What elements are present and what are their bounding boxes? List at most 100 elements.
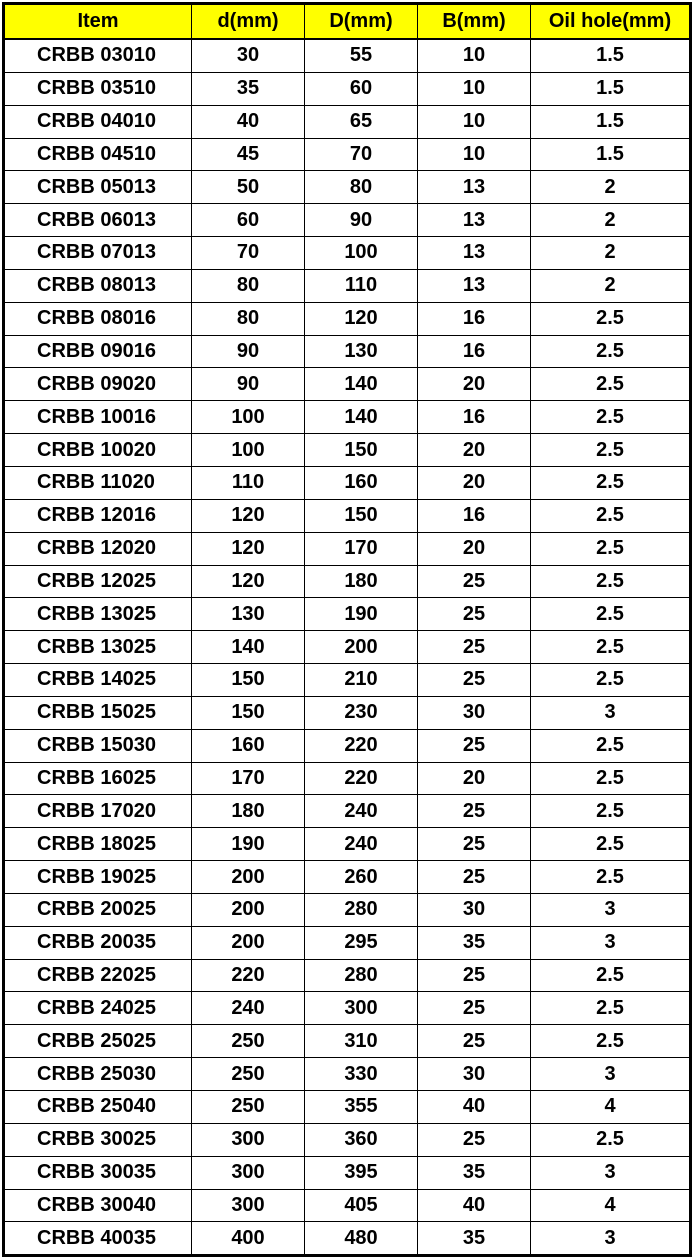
cell-outer-diameter: 230	[304, 695, 418, 730]
cell-inner-diameter: 120	[191, 531, 305, 566]
cell-item: CRBB 13025	[3, 597, 192, 632]
cell-inner-diameter: 40	[191, 104, 305, 139]
cell-item: CRBB 24025	[3, 991, 192, 1026]
cell-oil-hole: 3	[530, 925, 691, 960]
cell-item: CRBB 12025	[3, 564, 192, 599]
cell-outer-diameter: 170	[304, 531, 418, 566]
cell-outer-diameter: 180	[304, 564, 418, 599]
table-row: CRBB 18025 190 240 25 2.5	[3, 827, 691, 862]
cell-inner-diameter: 150	[191, 663, 305, 697]
cell-item: CRBB 07013	[3, 236, 192, 270]
cell-inner-diameter: 160	[191, 728, 305, 763]
cell-outer-diameter: 355	[304, 1090, 418, 1124]
cell-inner-diameter: 300	[191, 1122, 305, 1157]
cell-oil-hole: 3	[530, 1221, 691, 1257]
cell-width: 25	[417, 827, 531, 862]
cell-item: CRBB 12016	[3, 498, 192, 533]
cell-item: CRBB 10020	[3, 433, 192, 467]
cell-item: CRBB 30025	[3, 1122, 192, 1157]
cell-item: CRBB 30040	[3, 1188, 192, 1223]
cell-item: CRBB 25040	[3, 1090, 192, 1124]
header-width: B(mm)	[417, 3, 531, 40]
cell-inner-diameter: 30	[191, 38, 305, 73]
cell-oil-hole: 4	[530, 1090, 691, 1124]
cell-inner-diameter: 300	[191, 1155, 305, 1190]
cell-inner-diameter: 45	[191, 137, 305, 172]
cell-inner-diameter: 35	[191, 71, 305, 106]
cell-item: CRBB 04510	[3, 137, 192, 172]
cell-inner-diameter: 250	[191, 1090, 305, 1124]
cell-width: 20	[417, 465, 531, 500]
table-row: CRBB 24025 240 300 25 2.5	[3, 991, 691, 1026]
cell-item: CRBB 25030	[3, 1057, 192, 1091]
cell-item: CRBB 09016	[3, 334, 192, 369]
cell-outer-diameter: 120	[304, 301, 418, 336]
cell-width: 13	[417, 203, 531, 238]
table-row: CRBB 15030 160 220 25 2.5	[3, 728, 691, 763]
table-row: CRBB 10016 100 140 16 2.5	[3, 400, 691, 435]
cell-inner-diameter: 60	[191, 203, 305, 238]
table-row: CRBB 15025 150 230 30 3	[3, 695, 691, 730]
cell-inner-diameter: 250	[191, 1057, 305, 1091]
table-row: CRBB 05013 50 80 13 2	[3, 170, 691, 205]
table-row: CRBB 04010 40 65 10 1.5	[3, 104, 691, 139]
cell-inner-diameter: 120	[191, 564, 305, 599]
table-row: CRBB 11020 110 160 20 2.5	[3, 465, 691, 500]
cell-oil-hole: 3	[530, 1155, 691, 1190]
cell-item: CRBB 03010	[3, 38, 192, 73]
cell-outer-diameter: 240	[304, 827, 418, 862]
table-row: CRBB 30035 300 395 35 3	[3, 1155, 691, 1190]
cell-width: 40	[417, 1188, 531, 1223]
table-row: CRBB 07013 70 100 13 2	[3, 236, 691, 270]
cell-width: 25	[417, 860, 531, 894]
cell-inner-diameter: 100	[191, 433, 305, 467]
cell-inner-diameter: 50	[191, 170, 305, 205]
cell-item: CRBB 12020	[3, 531, 192, 566]
header-row: Item d(mm) D(mm) B(mm) Oil hole(mm)	[3, 3, 691, 40]
cell-item: CRBB 08013	[3, 268, 192, 303]
cell-width: 25	[417, 958, 531, 993]
table-row: CRBB 04510 45 70 10 1.5	[3, 137, 691, 172]
table-row: CRBB 13025 140 200 25 2.5	[3, 630, 691, 665]
table-row: CRBB 03010 30 55 10 1.5	[3, 38, 691, 73]
cell-item: CRBB 25025	[3, 1024, 192, 1059]
cell-outer-diameter: 395	[304, 1155, 418, 1190]
cell-inner-diameter: 90	[191, 367, 305, 402]
cell-outer-diameter: 190	[304, 597, 418, 632]
cell-oil-hole: 2.5	[530, 728, 691, 763]
cell-outer-diameter: 65	[304, 104, 418, 139]
cell-outer-diameter: 160	[304, 465, 418, 500]
table-row: CRBB 22025 220 280 25 2.5	[3, 958, 691, 993]
cell-outer-diameter: 260	[304, 860, 418, 894]
cell-inner-diameter: 70	[191, 236, 305, 270]
cell-inner-diameter: 180	[191, 794, 305, 829]
cell-width: 25	[417, 991, 531, 1026]
cell-width: 25	[417, 728, 531, 763]
cell-item: CRBB 30035	[3, 1155, 192, 1190]
cell-width: 20	[417, 433, 531, 467]
table-row: CRBB 09020 90 140 20 2.5	[3, 367, 691, 402]
table-row: CRBB 30040 300 405 40 4	[3, 1188, 691, 1223]
table-row: CRBB 08016 80 120 16 2.5	[3, 301, 691, 336]
cell-width: 16	[417, 301, 531, 336]
cell-width: 25	[417, 1024, 531, 1059]
cell-inner-diameter: 140	[191, 630, 305, 665]
table-row: CRBB 09016 90 130 16 2.5	[3, 334, 691, 369]
cell-item: CRBB 17020	[3, 794, 192, 829]
cell-item: CRBB 20025	[3, 892, 192, 927]
cell-oil-hole: 2.5	[530, 827, 691, 862]
cell-oil-hole: 2.5	[530, 991, 691, 1026]
cell-inner-diameter: 190	[191, 827, 305, 862]
table-row: CRBB 12016 120 150 16 2.5	[3, 498, 691, 533]
cell-inner-diameter: 80	[191, 301, 305, 336]
cell-width: 25	[417, 597, 531, 632]
cell-oil-hole: 2	[530, 268, 691, 303]
cell-oil-hole: 2	[530, 203, 691, 238]
table-row: CRBB 12025 120 180 25 2.5	[3, 564, 691, 599]
cell-width: 10	[417, 137, 531, 172]
cell-inner-diameter: 250	[191, 1024, 305, 1059]
table-row: CRBB 13025 130 190 25 2.5	[3, 597, 691, 632]
cell-width: 16	[417, 400, 531, 435]
table-row: CRBB 40035 400 480 35 3	[3, 1221, 691, 1257]
cell-item: CRBB 11020	[3, 465, 192, 500]
